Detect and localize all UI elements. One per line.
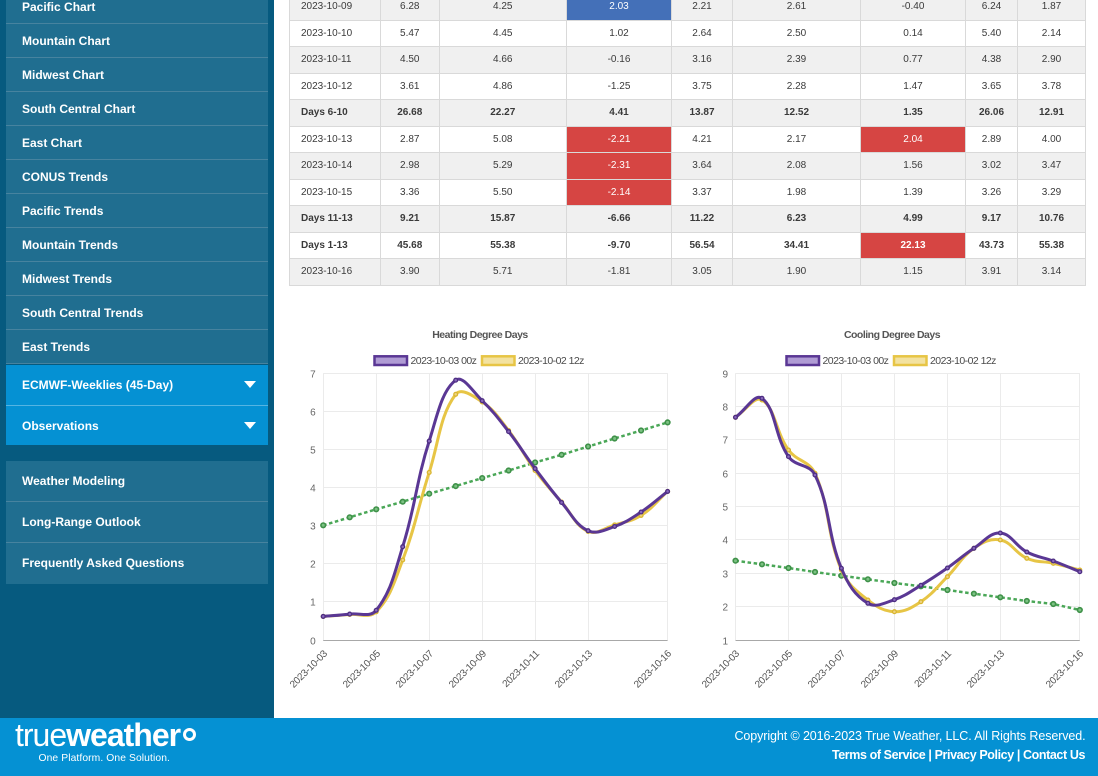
svg-text:2023-10-03 00z: 2023-10-03 00z bbox=[823, 355, 889, 367]
svg-text:5: 5 bbox=[722, 503, 728, 514]
svg-text:2023-10-16: 2023-10-16 bbox=[632, 648, 674, 690]
svg-text:0: 0 bbox=[310, 637, 316, 648]
svg-text:1: 1 bbox=[310, 598, 316, 609]
svg-text:3: 3 bbox=[310, 522, 316, 533]
svg-text:2: 2 bbox=[722, 603, 728, 614]
svg-text:2023-10-05: 2023-10-05 bbox=[341, 648, 383, 690]
svg-text:5: 5 bbox=[310, 446, 316, 457]
svg-text:9: 9 bbox=[722, 370, 728, 381]
svg-text:6: 6 bbox=[722, 470, 728, 481]
svg-text:2023-10-03: 2023-10-03 bbox=[700, 648, 742, 690]
svg-text:2023-10-02 12z: 2023-10-02 12z bbox=[930, 355, 996, 367]
svg-text:7: 7 bbox=[310, 370, 316, 381]
svg-text:4: 4 bbox=[722, 536, 728, 547]
svg-text:6: 6 bbox=[310, 408, 316, 419]
svg-text:2023-10-09: 2023-10-09 bbox=[859, 648, 901, 690]
svg-text:3: 3 bbox=[722, 570, 728, 581]
svg-text:2023-10-03: 2023-10-03 bbox=[288, 648, 330, 690]
svg-text:2023-10-03 00z: 2023-10-03 00z bbox=[411, 355, 477, 367]
svg-text:1: 1 bbox=[722, 637, 728, 648]
svg-text:2023-10-07: 2023-10-07 bbox=[806, 648, 848, 690]
svg-text:Heating Degree Days: Heating Degree Days bbox=[432, 329, 528, 341]
svg-text:2: 2 bbox=[310, 560, 316, 571]
svg-text:7: 7 bbox=[722, 436, 728, 447]
svg-text:2023-10-13: 2023-10-13 bbox=[965, 648, 1007, 690]
svg-text:2023-10-05: 2023-10-05 bbox=[753, 648, 795, 690]
svg-text:8: 8 bbox=[722, 403, 728, 414]
svg-text:2023-10-09: 2023-10-09 bbox=[447, 648, 489, 690]
svg-text:Cooling Degree Days: Cooling Degree Days bbox=[844, 329, 941, 341]
svg-text:2023-10-07: 2023-10-07 bbox=[394, 648, 436, 690]
svg-text:2023-10-13: 2023-10-13 bbox=[553, 648, 595, 690]
svg-text:2023-10-11: 2023-10-11 bbox=[501, 648, 543, 690]
svg-text:2023-10-16: 2023-10-16 bbox=[1044, 648, 1086, 690]
svg-text:2023-10-02 12z: 2023-10-02 12z bbox=[518, 355, 584, 367]
svg-text:2023-10-11: 2023-10-11 bbox=[913, 648, 955, 690]
svg-text:4: 4 bbox=[310, 484, 316, 495]
